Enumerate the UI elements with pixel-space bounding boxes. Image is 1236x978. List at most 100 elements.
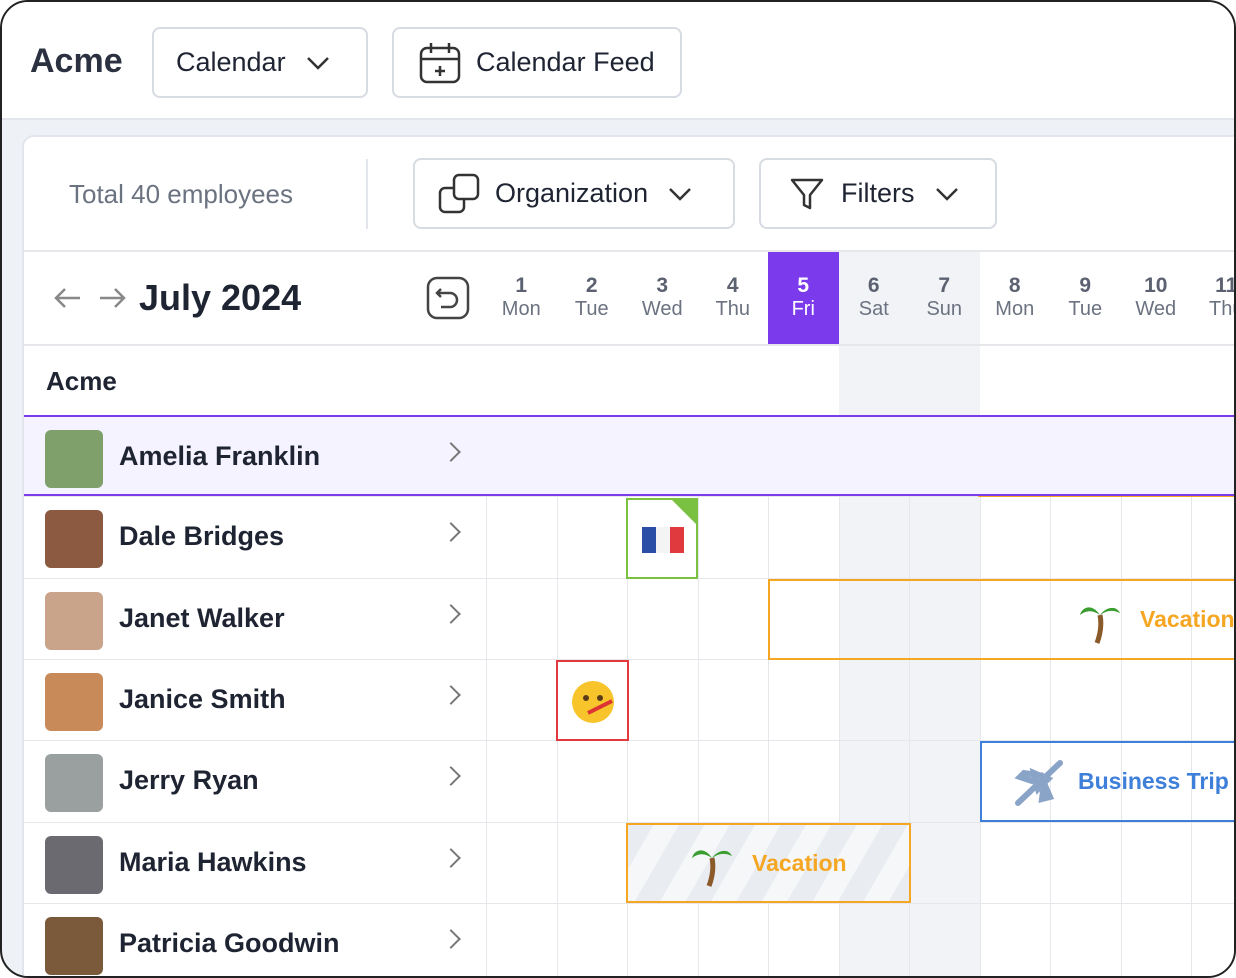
weekday: Sun — [926, 298, 963, 320]
vacation-event[interactable]: Vacation — [768, 579, 1235, 660]
employee-name: Amelia Franklin — [119, 441, 321, 471]
event-label: Business Trip — [1078, 768, 1229, 794]
weekday: Wed — [641, 298, 683, 320]
weekday: Tue — [1068, 298, 1103, 320]
weekday: Fri — [791, 298, 815, 320]
employee-row[interactable]: Janet Walker — [24, 577, 1234, 659]
vacation-event[interactable]: Vacation — [626, 823, 911, 903]
grid-line — [909, 415, 910, 976]
avatar — [45, 591, 103, 650]
employee-name: Maria Hawkins — [119, 846, 307, 877]
organization-dropdown[interactable]: Organization — [413, 158, 735, 229]
chevron — [441, 766, 461, 787]
employee-name: Janice Smith — [119, 683, 286, 714]
weekday: Tue — [574, 298, 609, 320]
day-header: 3 Wed — [627, 252, 698, 345]
employee-row[interactable]: Patricia Goodwin — [24, 902, 1234, 976]
label: Filters — [841, 178, 915, 208]
month-label: July 2024 — [139, 277, 302, 318]
separator — [24, 344, 1234, 346]
employee-name: Patricia Goodwin — [119, 927, 340, 958]
weekday: Thu — [1209, 298, 1234, 320]
employee-row[interactable]: Amelia Franklin — [24, 415, 1234, 496]
employee-name: Janet Walker — [119, 602, 285, 633]
chevron — [441, 928, 461, 949]
day-number: 6 — [867, 274, 880, 297]
filters-dropdown[interactable]: Filters — [759, 158, 997, 229]
grid-line — [1050, 415, 1051, 976]
event-label: Vacation — [752, 849, 847, 876]
day-number: 3 — [656, 274, 669, 297]
business-trip-event[interactable]: Business Trip — [980, 741, 1234, 822]
day-header: 10 Wed — [1121, 252, 1192, 345]
day-header: 4 Thu — [698, 252, 769, 345]
sick-event[interactable] — [556, 660, 629, 741]
weekday: Thu — [715, 298, 750, 320]
chevron — [306, 56, 329, 70]
day-number: 7 — [938, 274, 951, 297]
calendar-feed-button[interactable]: Calendar Feed — [392, 27, 682, 98]
nav-arrows[interactable] — [52, 284, 132, 314]
flag-icon — [642, 500, 698, 553]
avatar — [45, 510, 103, 569]
weekday: Mon — [995, 298, 1035, 320]
grid-line — [768, 415, 769, 976]
today-button[interactable] — [426, 276, 470, 320]
grid-line — [979, 415, 981, 976]
day-header: 2 Tue — [557, 252, 628, 345]
employee-row[interactable]: Jerry Ryan — [24, 740, 1234, 821]
event-label: Vacation — [1140, 606, 1235, 632]
chevron — [441, 847, 461, 868]
grid-line — [486, 415, 487, 976]
divider — [366, 159, 368, 229]
day-number: 9 — [1079, 274, 1092, 297]
employee-row[interactable]: Maria Hawkins — [24, 821, 1234, 903]
brand: Acme — [30, 42, 123, 80]
avatar — [45, 754, 103, 813]
label: Calendar Feed — [476, 47, 655, 77]
palm-icon — [1080, 607, 1120, 644]
avatar — [45, 430, 103, 488]
calendar-dropdown[interactable]: Calendar — [152, 27, 368, 98]
weekday: Wed — [1135, 298, 1177, 320]
day-header: 11Thu — [1191, 252, 1236, 345]
employee-name: Jerry Ryan — [119, 765, 259, 796]
filter-icon — [790, 178, 824, 209]
weekday: Mon — [501, 298, 541, 320]
day-number: 2 — [585, 274, 598, 297]
label: Calendar — [176, 47, 286, 77]
chevron — [441, 603, 461, 624]
grid-line — [1191, 415, 1192, 976]
total-employees: Total 40 employees — [69, 179, 294, 209]
day-number: 5 — [797, 274, 810, 297]
employee-name: Dale Bridges — [119, 521, 285, 552]
group-label: Acme — [46, 366, 117, 396]
chevron — [441, 442, 461, 462]
avatar — [45, 672, 103, 731]
holiday-event[interactable] — [626, 498, 698, 579]
calendar-icon — [419, 42, 461, 83]
day-header: 8 Mon — [980, 252, 1051, 345]
day-number: 1 — [515, 274, 528, 297]
day-header: 5 Fri — [768, 252, 839, 345]
weekday: Sat — [858, 298, 889, 320]
chevron — [669, 187, 691, 201]
chevron — [441, 684, 461, 705]
day-number: 8 — [1008, 274, 1021, 297]
day-header: 7 Sun — [909, 252, 980, 345]
employee-row[interactable]: Janice Smith — [24, 658, 1234, 740]
day-number: 11 — [1215, 274, 1236, 297]
chevron — [441, 522, 461, 543]
org-icon — [438, 173, 480, 213]
day-header: 9 Tue — [1050, 252, 1121, 345]
employee-row[interactable]: Dale Bridges — [24, 496, 1234, 577]
avatar — [45, 835, 103, 894]
plane-icon — [1014, 760, 1063, 806]
grid-line — [697, 415, 699, 976]
day-header: 1 Mon — [486, 252, 557, 345]
chevron — [935, 187, 958, 201]
separator — [24, 250, 1234, 252]
sick-icon — [572, 681, 614, 723]
day-header: 6 Sat — [839, 252, 910, 345]
